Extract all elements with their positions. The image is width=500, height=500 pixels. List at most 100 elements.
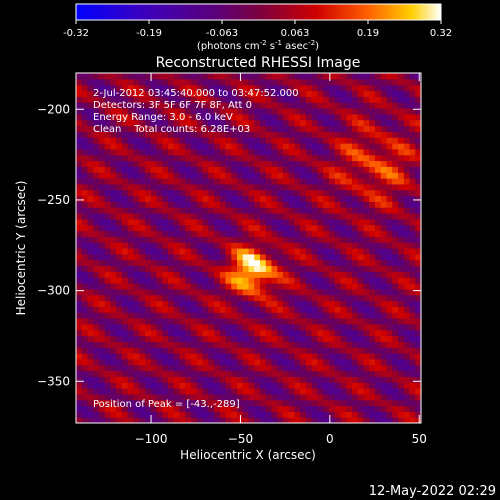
heatmap-cell xyxy=(156,108,163,115)
heatmap-cell xyxy=(329,388,336,395)
heatmap-cell xyxy=(375,213,382,220)
heatmap-cell xyxy=(122,125,129,132)
heatmap-cell xyxy=(104,119,112,127)
heatmap-cell xyxy=(369,102,376,109)
heatmap-cell xyxy=(300,189,307,197)
heatmap-cell xyxy=(162,230,169,237)
heatmap-cell xyxy=(110,271,117,278)
heatmap-cell xyxy=(260,218,267,226)
heatmap-cell xyxy=(260,73,267,80)
heatmap-cell xyxy=(133,201,140,208)
heatmap-cell xyxy=(110,131,117,138)
heatmap-cell xyxy=(311,323,319,331)
heatmap-cell xyxy=(127,242,135,249)
heatmap-cell xyxy=(156,218,163,226)
heatmap-cell xyxy=(306,148,313,156)
heatmap-cell xyxy=(162,323,169,331)
colorbar-tick-label: 0.19 xyxy=(357,28,379,39)
heatmap-cell xyxy=(76,84,83,92)
heatmap-cell xyxy=(81,207,89,214)
heatmap-cell xyxy=(202,218,209,226)
heatmap-cell xyxy=(329,148,336,156)
heatmap-cell xyxy=(265,90,273,97)
heatmap-cell xyxy=(265,318,273,325)
heatmap-cell xyxy=(260,131,267,138)
heatmap-cell xyxy=(380,113,388,121)
heatmap-cell xyxy=(248,253,255,261)
heatmap-cell xyxy=(380,84,388,92)
heatmap-cell xyxy=(116,143,123,150)
heatmap-cell xyxy=(386,148,393,156)
heatmap-cell xyxy=(403,306,411,313)
heatmap-cell xyxy=(265,277,273,284)
heatmap-cell xyxy=(392,306,399,313)
heatmap-cell xyxy=(202,96,209,103)
heatmap-cell xyxy=(139,236,146,243)
heatmap-cell xyxy=(283,224,290,232)
heatmap-cell xyxy=(76,417,83,423)
heatmap-cell xyxy=(260,224,267,232)
heatmap-cell xyxy=(122,405,129,412)
heatmap-cell xyxy=(363,294,370,302)
heatmap-cell xyxy=(168,172,175,179)
heatmap-cell xyxy=(99,90,106,97)
heatmap-cell xyxy=(173,323,181,331)
heatmap-cell xyxy=(139,195,146,202)
heatmap-cell xyxy=(346,358,353,366)
heatmap-cell xyxy=(237,148,244,156)
heatmap-cell xyxy=(242,306,250,313)
heatmap-cell xyxy=(185,382,192,389)
heatmap-cell xyxy=(185,137,192,144)
heatmap-cell xyxy=(231,294,238,302)
heatmap-cell xyxy=(185,417,192,423)
heatmap-cell xyxy=(191,166,198,173)
heatmap-cell xyxy=(81,113,89,121)
heatmap-cell xyxy=(386,283,393,290)
heatmap-cell xyxy=(237,294,244,302)
heatmap-cell xyxy=(173,271,181,278)
heatmap-cell xyxy=(375,189,382,197)
heatmap-cell xyxy=(139,388,146,395)
heatmap-cell xyxy=(363,318,370,325)
heatmap-cell xyxy=(323,242,330,249)
heatmap-cell xyxy=(277,137,284,144)
heatmap-cell xyxy=(265,143,273,150)
heatmap-cell xyxy=(185,399,192,407)
heatmap-cell xyxy=(81,183,89,191)
heatmap-cell xyxy=(139,230,146,237)
heatmap-cell xyxy=(254,160,261,167)
heatmap-cell xyxy=(179,329,186,337)
heatmap-cell xyxy=(214,78,221,86)
heatmap-cell xyxy=(311,265,319,272)
heatmap-cell xyxy=(265,335,273,342)
heatmap-cell xyxy=(231,230,238,237)
heatmap-cell xyxy=(208,300,215,307)
heatmap-cell xyxy=(300,242,307,249)
heatmap-cell xyxy=(352,125,359,132)
heatmap-cell xyxy=(231,195,238,202)
heatmap-cell xyxy=(179,248,186,255)
heatmap-cell xyxy=(306,143,313,150)
heatmap-cell xyxy=(329,195,336,202)
heatmap-cell xyxy=(323,358,330,366)
heatmap-cell xyxy=(179,353,186,360)
heatmap-cell xyxy=(306,166,313,173)
heatmap-cell xyxy=(346,224,353,232)
heatmap-cell xyxy=(122,347,129,354)
heatmap-cell xyxy=(317,259,324,267)
heatmap-cell xyxy=(225,335,232,342)
colorbar-tick-label: -0.32 xyxy=(63,28,89,39)
heatmap-cell xyxy=(162,207,169,214)
heatmap-cell xyxy=(340,137,347,144)
heatmap-cell xyxy=(150,154,158,162)
heatmap-cell xyxy=(214,405,221,412)
heatmap-cell xyxy=(139,341,146,348)
heatmap-cell xyxy=(208,253,215,261)
heatmap-cell xyxy=(168,143,175,150)
heatmap-cell xyxy=(127,183,135,191)
heatmap-cell xyxy=(403,166,411,173)
heatmap-cell xyxy=(219,312,227,319)
heatmap-cell xyxy=(357,113,365,121)
heatmap-cell xyxy=(196,113,204,121)
heatmap-cell xyxy=(173,353,181,360)
